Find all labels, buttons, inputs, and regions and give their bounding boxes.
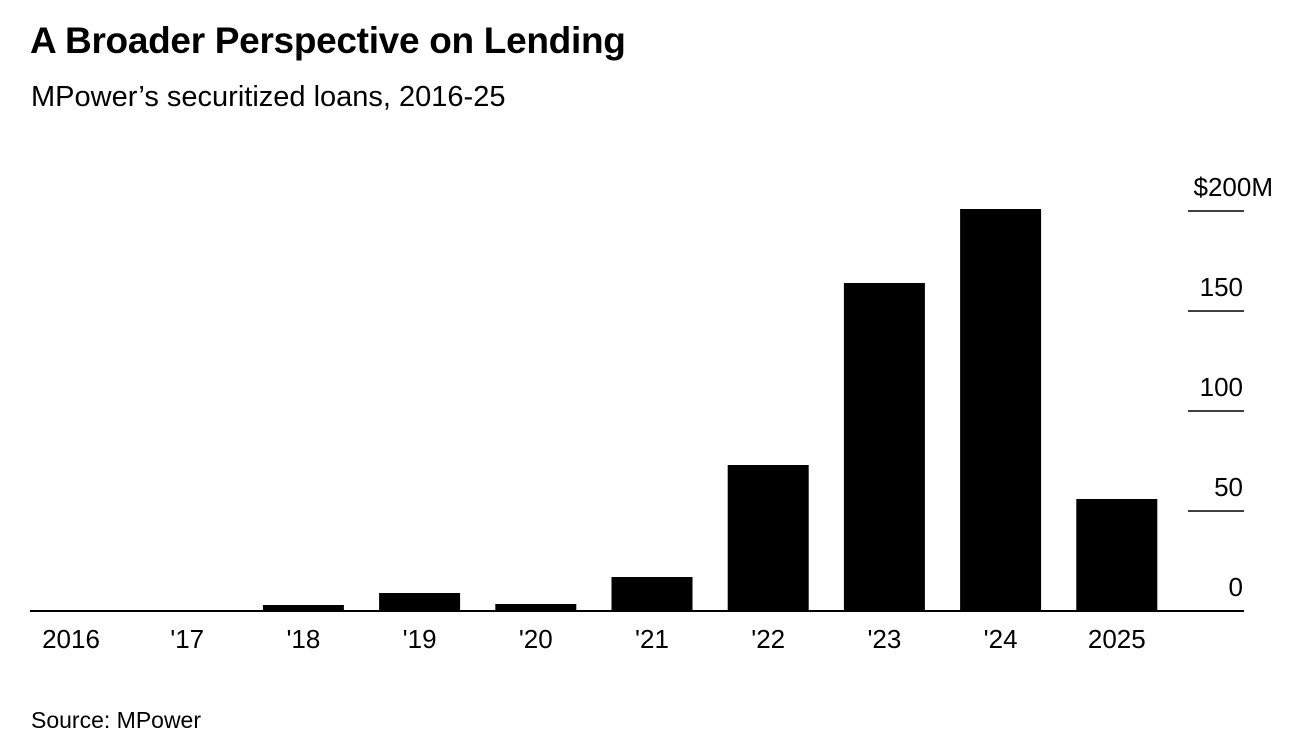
y-tick-label: 100 [1200, 372, 1243, 402]
x-tick-label: '20 [519, 624, 553, 654]
bar-9 [1076, 499, 1158, 611]
bar-chart: 0 50 100 150 $200M 2016 '17 '18 '19 '20 '21 '22 '23… [30, 172, 1273, 654]
chart-subtitle: MPower’s securitized loans, 2016-25 [31, 81, 506, 113]
x-tick-label: '24 [984, 624, 1018, 654]
bar-6 [727, 465, 809, 611]
x-tick-label: '23 [867, 624, 901, 654]
y-tick-label: $200M [1194, 172, 1274, 202]
chart-title: A Broader Perspective on Lending [30, 20, 626, 61]
x-axis: 2016 '17 '18 '19 '20 '21 '22 '23 '24 2025 [42, 624, 1146, 654]
x-tick-label: '17 [170, 624, 204, 654]
bar-5 [611, 577, 693, 611]
bar-2 [262, 605, 344, 611]
x-tick-label: 2016 [42, 624, 100, 654]
y-axis: 0 50 100 150 $200M [1188, 172, 1273, 602]
bar-8 [960, 209, 1042, 611]
bars [30, 209, 1158, 611]
bar-7 [843, 283, 925, 611]
x-tick-label: '21 [635, 624, 669, 654]
x-tick-label: '22 [751, 624, 785, 654]
bar-4 [495, 604, 577, 611]
y-tick-label: 150 [1200, 272, 1243, 302]
x-tick-label: 2025 [1088, 624, 1146, 654]
x-tick-label: '18 [286, 624, 320, 654]
y-tick-label: 50 [1214, 472, 1243, 502]
x-tick-label: '19 [403, 624, 437, 654]
y-tick-label: 0 [1229, 572, 1243, 602]
bar-3 [379, 593, 461, 611]
source-note: Source: MPower [31, 707, 202, 733]
